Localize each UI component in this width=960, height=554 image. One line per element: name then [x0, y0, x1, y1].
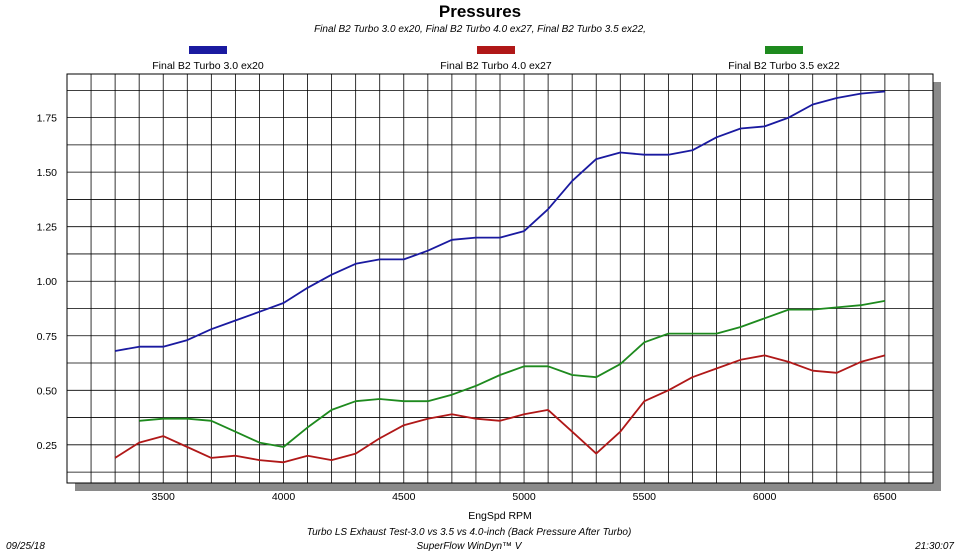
footer-caption: Turbo LS Exhaust Test-3.0 vs 3.5 vs 4.0-… [307, 527, 632, 538]
x-tick-label: 3500 [152, 491, 176, 503]
legend-item-series-1: Final B2 Turbo 3.0 ex20 [152, 46, 264, 72]
footer-software: SuperFlow WinDyn™ V [417, 541, 523, 552]
legend-label-series-1: Final B2 Turbo 3.0 ex20 [152, 60, 264, 72]
chart-subtitle: Final B2 Turbo 3.0 ex20, Final B2 Turbo … [314, 24, 646, 35]
y-tick-label: 0.75 [37, 331, 58, 343]
legend-swatch-series-1 [189, 46, 227, 54]
x-tick-label: 4000 [272, 491, 296, 503]
series-line-1 [114, 90, 885, 352]
y-axis-ticks: 0.25 0.50 0.75 1.00 1.25 1.50 1.75 [37, 113, 58, 452]
series-line-2 [114, 354, 886, 464]
x-axis-ticks: 3500 4000 4500 5000 5500 6000 6500 [152, 491, 897, 503]
legend-swatch-series-2 [477, 46, 515, 54]
grid [67, 74, 933, 483]
x-tick-label: 5500 [633, 491, 657, 503]
x-tick-label: 6500 [873, 491, 897, 503]
legend-item-series-3: Final B2 Turbo 3.5 ex22 [728, 46, 840, 72]
legend-swatch-series-3 [765, 46, 803, 54]
x-tick-label: 4500 [392, 491, 416, 503]
legend-label-series-2: Final B2 Turbo 4.0 ex27 [440, 60, 552, 72]
series-line-3 [139, 300, 886, 448]
y-tick-label: 1.75 [37, 113, 58, 125]
y-tick-label: 1.00 [37, 276, 58, 288]
legend: Final B2 Turbo 3.0 ex20 Final B2 Turbo 4… [152, 46, 840, 72]
x-tick-label: 6000 [753, 491, 777, 503]
legend-label-series-3: Final B2 Turbo 3.5 ex22 [728, 60, 840, 72]
y-tick-label: 0.50 [37, 385, 58, 397]
x-tick-label: 5000 [512, 491, 536, 503]
series-lines [114, 90, 886, 464]
y-tick-label: 1.25 [37, 222, 58, 234]
chart-title: Pressures [439, 2, 521, 21]
y-tick-label: 1.50 [37, 167, 58, 179]
footer-time: 21:30:07 [914, 541, 954, 552]
y-tick-label: 0.25 [37, 440, 58, 452]
legend-item-series-2: Final B2 Turbo 4.0 ex27 [440, 46, 552, 72]
x-axis-label: EngSpd RPM [468, 510, 532, 522]
footer-date: 09/25/18 [6, 541, 45, 552]
